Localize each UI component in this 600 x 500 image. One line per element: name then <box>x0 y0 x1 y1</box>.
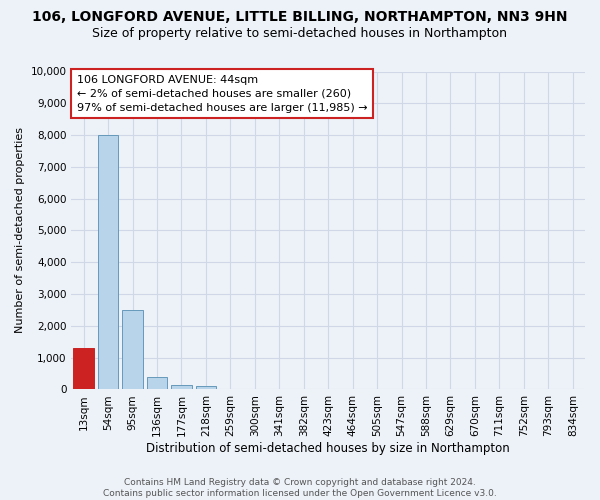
Bar <box>196 386 217 390</box>
Text: 106 LONGFORD AVENUE: 44sqm
← 2% of semi-detached houses are smaller (260)
97% of: 106 LONGFORD AVENUE: 44sqm ← 2% of semi-… <box>77 74 367 112</box>
Bar <box>122 310 143 390</box>
Bar <box>73 348 94 390</box>
Text: Size of property relative to semi-detached houses in Northampton: Size of property relative to semi-detach… <box>92 28 508 40</box>
Y-axis label: Number of semi-detached properties: Number of semi-detached properties <box>15 128 25 334</box>
Text: Contains HM Land Registry data © Crown copyright and database right 2024.
Contai: Contains HM Land Registry data © Crown c… <box>103 478 497 498</box>
Bar <box>98 135 118 390</box>
Bar <box>171 384 192 390</box>
Bar <box>146 378 167 390</box>
X-axis label: Distribution of semi-detached houses by size in Northampton: Distribution of semi-detached houses by … <box>146 442 510 455</box>
Text: 106, LONGFORD AVENUE, LITTLE BILLING, NORTHAMPTON, NN3 9HN: 106, LONGFORD AVENUE, LITTLE BILLING, NO… <box>32 10 568 24</box>
